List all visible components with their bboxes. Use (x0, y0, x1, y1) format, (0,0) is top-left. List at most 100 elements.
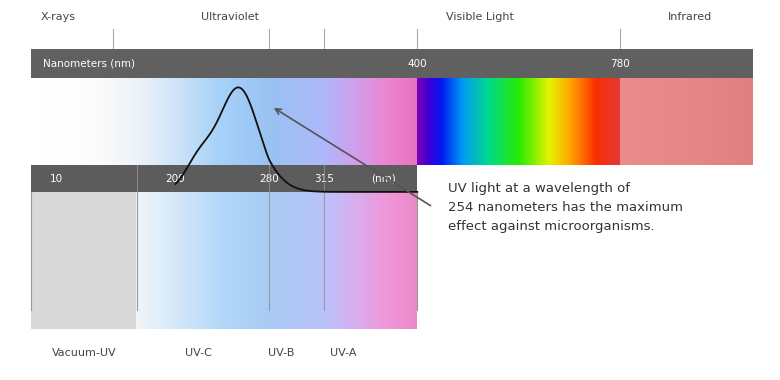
Bar (362, 192, 363, 329)
Bar (232, 192, 233, 329)
Bar (34, 78, 35, 165)
Bar (144, 78, 146, 165)
Bar (31, 192, 136, 329)
Bar (71, 78, 73, 165)
Bar (69, 78, 71, 165)
Bar (406, 192, 407, 329)
Bar (87, 192, 88, 329)
Bar (298, 192, 299, 329)
Bar (183, 192, 184, 329)
Text: 280: 280 (259, 174, 279, 184)
Bar (340, 78, 342, 165)
Bar (368, 192, 370, 329)
Bar (666, 78, 668, 165)
Bar (122, 192, 124, 329)
Bar (665, 78, 666, 165)
Bar (253, 192, 254, 329)
Bar (37, 78, 39, 165)
Bar (158, 78, 160, 165)
Bar (301, 192, 303, 329)
Bar (79, 192, 80, 329)
Bar (33, 78, 34, 165)
Bar (65, 192, 66, 329)
Bar (174, 192, 176, 329)
Bar (229, 78, 231, 165)
Bar (732, 78, 735, 165)
Bar (85, 78, 87, 165)
Bar (272, 192, 273, 329)
Bar (205, 78, 206, 165)
Text: UV light at a wavelength of
254 nanometers has the maximum
effect against microo: UV light at a wavelength of 254 nanomete… (448, 182, 683, 233)
Bar (629, 78, 630, 165)
Bar (182, 192, 183, 329)
Bar (360, 192, 362, 329)
Bar (178, 192, 179, 329)
Bar (374, 192, 375, 329)
Bar (342, 78, 344, 165)
Bar (332, 192, 334, 329)
Bar (395, 192, 397, 329)
Bar (136, 192, 138, 329)
Bar (356, 192, 358, 329)
Bar (352, 192, 353, 329)
Bar (655, 78, 657, 165)
Bar (254, 78, 255, 165)
Bar (285, 78, 286, 165)
Bar (668, 78, 670, 165)
Bar (402, 78, 403, 165)
Bar (209, 78, 210, 165)
Bar (104, 78, 105, 165)
Bar (411, 78, 412, 165)
Text: Vacuum-UV: Vacuum-UV (52, 348, 116, 358)
Bar (114, 192, 115, 329)
Bar (281, 192, 282, 329)
Bar (151, 78, 152, 165)
Bar (389, 192, 390, 329)
Bar (98, 78, 100, 165)
Bar (197, 78, 198, 165)
Bar (87, 78, 88, 165)
Bar (283, 78, 285, 165)
Bar (324, 192, 326, 329)
Bar (210, 78, 211, 165)
Bar (282, 78, 283, 165)
Bar (698, 78, 700, 165)
Bar (276, 192, 277, 329)
Bar (318, 192, 320, 329)
Bar (294, 192, 295, 329)
Bar (131, 78, 133, 165)
Bar (106, 78, 108, 165)
Bar (382, 78, 384, 165)
Bar (703, 78, 704, 165)
Bar (713, 78, 714, 165)
Bar (722, 78, 723, 165)
Bar (693, 78, 695, 165)
Bar (389, 78, 390, 165)
Bar (647, 78, 648, 165)
Bar (296, 192, 298, 329)
Bar (657, 78, 658, 165)
Bar (314, 192, 316, 329)
Bar (219, 192, 221, 329)
Bar (75, 192, 76, 329)
Bar (249, 192, 250, 329)
Bar (413, 78, 415, 165)
Bar (118, 78, 119, 165)
Bar (683, 78, 685, 165)
Bar (128, 192, 129, 329)
Bar (125, 78, 126, 165)
Bar (654, 78, 655, 165)
Bar (264, 78, 265, 165)
Bar (295, 192, 296, 329)
Bar (247, 78, 249, 165)
Bar (394, 192, 395, 329)
Bar (148, 192, 150, 329)
Bar (364, 78, 366, 165)
Bar (84, 78, 85, 165)
Bar (119, 78, 121, 165)
Bar (661, 78, 663, 165)
Bar (57, 192, 58, 329)
Bar (110, 78, 112, 165)
Bar (96, 78, 97, 165)
Bar (62, 78, 64, 165)
